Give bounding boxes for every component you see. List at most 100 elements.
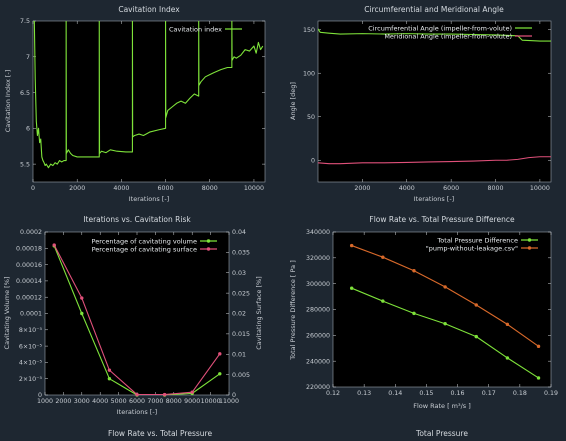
x-tick-label: 1000	[37, 398, 53, 405]
cavitation-risk-chart: Iterations vs. Cavitation Risk Iterations…	[3, 215, 263, 416]
y2-tick-label: 0.04	[232, 229, 246, 236]
legend-marker	[206, 239, 211, 243]
data-point	[381, 255, 385, 259]
x-axis-label: Iterations [-]	[414, 195, 454, 203]
x-tick-label: 9000	[184, 398, 200, 405]
x-tick-label: 11000	[219, 398, 239, 405]
legend-label: Meridional Angle (impeller-from-volute)	[384, 32, 512, 40]
x-tick-label: 6000	[158, 185, 174, 192]
y-tick-label: 7	[26, 54, 30, 61]
y-tick-label: 5.5	[20, 161, 30, 168]
bottom-right-chart-title: Total Pressure	[415, 429, 468, 438]
data-point	[52, 243, 56, 247]
legend-label: Percentage of cavitating volume	[92, 237, 197, 245]
y-tick-label: 260000	[306, 333, 330, 340]
legend-label: Percentage of cavitating surface	[92, 245, 197, 253]
x-tick-label: 4000	[92, 398, 108, 405]
data-point	[107, 368, 112, 372]
x-tick-label: 8000	[202, 185, 218, 192]
data-point	[190, 390, 194, 394]
plot-area	[32, 20, 266, 183]
data-point	[349, 243, 354, 248]
x-tick-label: 6000	[443, 185, 459, 192]
legend-label: Total Pressure Difference	[436, 236, 518, 244]
data-point	[218, 352, 222, 356]
x-tick-label: 4000	[399, 185, 415, 192]
x-tick-label: 2000	[354, 185, 370, 192]
y-tick-label: 340000	[306, 229, 330, 236]
x-tick-label: 10000	[201, 398, 221, 405]
y-tick-label: 280000	[306, 307, 330, 314]
x-tick-label: 6000	[129, 398, 145, 405]
data-point	[162, 392, 167, 397]
y2-tick-label: 0.025	[232, 290, 250, 297]
plot-area	[332, 231, 552, 388]
y-tick-label: 0.00016	[16, 262, 42, 269]
data-point	[474, 303, 478, 307]
x-tick-label: 2000	[69, 185, 85, 192]
x-tick-label: 8000	[166, 398, 182, 405]
data-point	[135, 392, 139, 397]
y-tick-label: 0.00014	[16, 278, 42, 285]
x-tick-label: 4000	[113, 185, 129, 192]
chart-title: Iterations vs. Cavitation Risk	[83, 215, 191, 224]
y2-tick-label: 0.02	[232, 311, 246, 318]
y-tick-label: 220000	[306, 384, 330, 391]
x-tick-label: 8000	[488, 185, 504, 192]
y2-tick-label: 0.015	[232, 331, 250, 338]
y-tick-label: 150	[303, 27, 315, 34]
x-tick-label: 0.16	[451, 390, 465, 397]
x-tick-label: 0.13	[357, 390, 371, 397]
y-tick-label: 8×10⁻⁵	[19, 327, 43, 334]
angle-chart: Circumferential and Meridional Angle Iter…	[289, 5, 552, 203]
legend-label: "pump-without-leakage.csv"	[426, 244, 518, 252]
bottom-left-chart-title: Flow Rate vs. Total Pressure	[108, 429, 213, 438]
y-tick-label: 100	[303, 70, 315, 77]
x-tick-label: 0.12	[326, 390, 340, 397]
data-point	[536, 376, 541, 380]
y2-tick-label: 0.03	[232, 270, 246, 277]
data-point	[80, 311, 84, 316]
x-tick-label: 0.18	[513, 390, 527, 397]
legend-label: Cavitation index	[169, 25, 222, 33]
data-point	[218, 372, 222, 376]
x-tick-label: 7000	[147, 398, 163, 405]
legend-marker	[527, 246, 532, 250]
y-tick-label: 6.5	[20, 90, 30, 97]
x-tick-label: 5000	[111, 398, 127, 405]
y-tick-label: 300000	[306, 281, 330, 288]
data-point	[505, 322, 510, 327]
x-tick-label: 10000	[530, 185, 550, 192]
legend-label: Circumferential Angle (impeller-from-vol…	[368, 24, 512, 32]
data-point	[443, 322, 447, 326]
series-line-1	[318, 156, 551, 165]
plot-area	[317, 20, 552, 183]
y-tick-label: 240000	[306, 358, 330, 365]
y2-tick-label: 0.01	[232, 351, 246, 358]
y-tick-label: 2×10⁻⁵	[19, 376, 43, 383]
x-tick-label: 0.14	[388, 390, 402, 397]
y-tick-label: 6	[26, 126, 30, 133]
x-axis-label: Iterations [-]	[129, 195, 169, 203]
y2-tick-label: 0.005	[232, 372, 250, 379]
x-tick-label: 0.17	[482, 390, 496, 397]
data-point	[412, 269, 416, 273]
x-tick-label: 0.15	[419, 390, 433, 397]
y-tick-label: 0	[311, 157, 315, 164]
chart-title: Circumferential and Meridional Angle	[364, 5, 504, 14]
x-tick-label: 3000	[74, 398, 90, 405]
y-tick-label: 0.00018	[16, 246, 42, 253]
data-point	[381, 299, 385, 303]
series-line-0	[33, 21, 264, 169]
y-tick-label: 0.0001	[20, 311, 42, 318]
y-tick-label: 4×10⁻⁵	[19, 360, 43, 367]
y-axis-label: Cavitation Index [-]	[4, 70, 12, 133]
chart-title: Flow Rate vs. Total Pressure Difference	[369, 215, 515, 224]
y2-tick-label: 0.035	[232, 250, 250, 257]
legend-marker	[206, 247, 211, 251]
cavitation-index-chart: Cavitation Index Iterations [-] Cavitation…	[4, 5, 266, 203]
x-axis-label: Iterations [-]	[117, 408, 157, 416]
x-tick-label: 10000	[244, 185, 264, 192]
y-tick-label: 0.00012	[16, 294, 42, 301]
y-tick-label: 50	[307, 114, 315, 121]
